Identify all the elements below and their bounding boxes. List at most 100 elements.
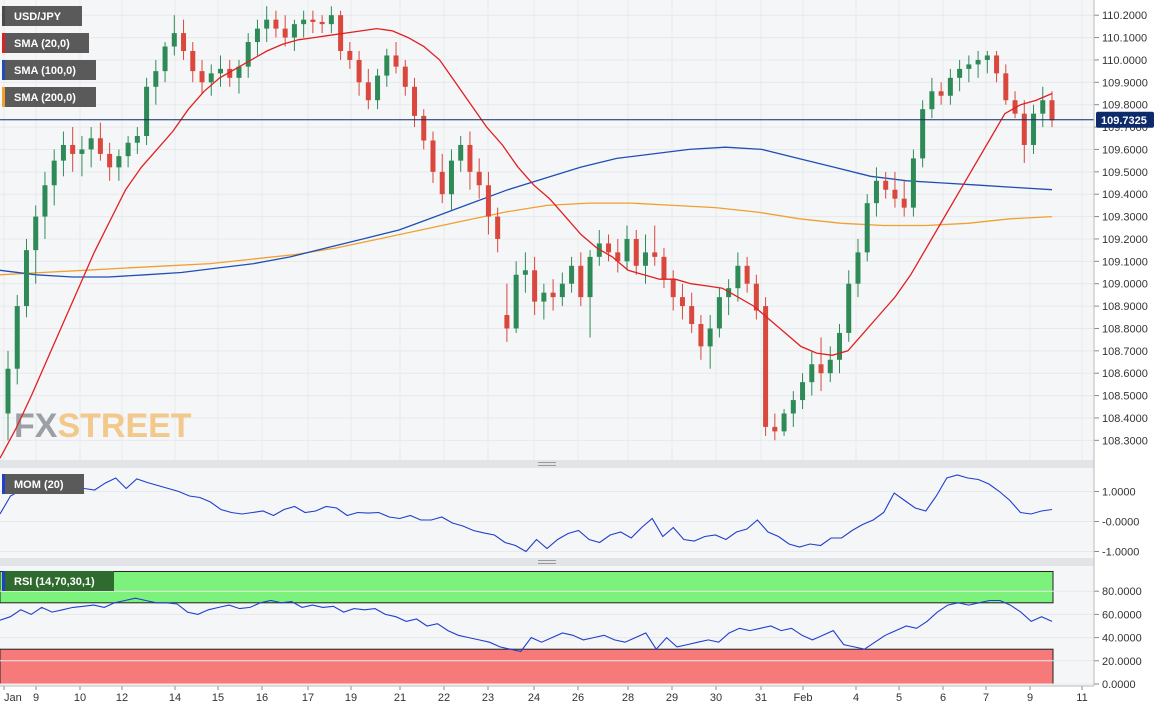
candle [569, 256, 575, 293]
candle [33, 205, 39, 284]
price-tick-label: 110.2000 [1102, 10, 1147, 22]
fxstreet-watermark: FXSTREET [14, 407, 192, 445]
candle-body [181, 33, 187, 51]
price-tick-label: 109.1000 [1102, 256, 1148, 268]
candle [328, 6, 334, 34]
candle-body [772, 426, 778, 432]
panel-resize-handle-2[interactable] [0, 558, 1094, 566]
legend-item-sma100[interactable]: SMA (100,0) [2, 60, 96, 80]
candle-body [338, 15, 344, 51]
candle-body [661, 256, 667, 280]
candle-body [485, 185, 491, 217]
date-tick-label: 31 [755, 692, 767, 704]
rsi-panel: 80.0000 60.0000 40.0000 20.0000 0.0000 RSI (… [0, 566, 1142, 691]
date-tick-label: 21 [394, 692, 406, 704]
candle-body [319, 21, 325, 25]
legend-item-sma200[interactable]: SMA (200,0) [2, 87, 96, 107]
candle [125, 136, 131, 168]
price-tick-label: 108.6000 [1102, 368, 1148, 380]
momentum-tick-label: 1.0000 [1102, 487, 1136, 499]
price-tick-label: 108.4000 [1102, 413, 1148, 425]
candle-body [855, 252, 861, 284]
candle-body [846, 283, 852, 333]
candle-body [670, 279, 676, 298]
candle [846, 270, 852, 342]
panel-resize-handle-1[interactable] [0, 460, 1094, 468]
candle-body [615, 252, 621, 262]
candle-body [827, 359, 833, 374]
candle [837, 323, 843, 374]
candle-body [310, 19, 316, 22]
candle [781, 409, 787, 436]
candle [162, 42, 168, 83]
date-tick-label: 7 [983, 692, 989, 704]
candle-body [513, 274, 519, 329]
candle [1031, 104, 1037, 154]
candle-body [994, 55, 1000, 74]
price-tick-label: 109.6000 [1102, 144, 1148, 156]
candle-body [679, 297, 685, 307]
rsi-line [0, 597, 1053, 653]
candle-body [809, 364, 815, 383]
candle [975, 50, 981, 78]
candle-body [264, 19, 270, 29]
rsi-gridlines [0, 590, 1094, 685]
candle-body [116, 156, 122, 168]
candle-body [864, 203, 870, 253]
candle [439, 153, 445, 204]
date-tick-label: 26 [572, 692, 584, 704]
candle [199, 59, 205, 94]
candle-body [1049, 100, 1055, 121]
candle [245, 33, 251, 78]
momentum-tick-label: -0.0000 [1102, 517, 1139, 529]
momentum-series [0, 474, 1053, 553]
date-tick-label: Jan [4, 692, 22, 704]
legend-item-rsi[interactable]: RSI (14,70,30,1) [2, 571, 114, 591]
candle [652, 225, 658, 266]
candle [190, 42, 196, 83]
candle-body [217, 68, 223, 74]
candle-body [642, 252, 648, 266]
candle-body [365, 82, 371, 101]
date-tick-label: 22 [438, 692, 450, 704]
candle [402, 59, 408, 96]
legend-item-usdjpy[interactable]: USD/JPY [2, 6, 82, 26]
momentum-tick-label: -1.0000 [1102, 547, 1139, 559]
legend-item-mom[interactable]: MOM (20) [2, 474, 84, 494]
candle-body [60, 144, 66, 161]
momentum-y-axis: 1.0000 -0.0000 -1.0000 [1094, 487, 1139, 559]
candle [347, 42, 353, 69]
candle-body [522, 270, 528, 275]
candle [430, 131, 436, 184]
candle-body [393, 55, 399, 67]
candle [1021, 100, 1027, 163]
candle [818, 337, 824, 392]
candle-body [837, 332, 843, 360]
candle-body [633, 238, 639, 266]
candle [744, 256, 750, 293]
candle [901, 180, 907, 217]
candle [227, 59, 233, 87]
candle-body [107, 153, 113, 168]
candle [550, 279, 556, 311]
candle-body [957, 68, 963, 78]
legend-item-sma20[interactable]: SMA (20,0) [2, 33, 89, 53]
candle-body [273, 19, 279, 29]
candle-body [652, 252, 658, 257]
candle [753, 274, 759, 320]
candle [301, 10, 307, 38]
candle-body [291, 24, 297, 38]
candle [670, 270, 676, 311]
candle-body [97, 138, 103, 154]
candle [208, 64, 214, 96]
candle [412, 77, 418, 128]
candle-body [199, 71, 205, 83]
momentum-panel: 1.0000 -0.0000 -1.0000 MOM (20) [0, 468, 1139, 559]
price-tick-label: 110.0000 [1102, 55, 1147, 67]
candle-body [171, 33, 177, 47]
candle-body [726, 288, 732, 298]
legend-label-sma20: SMA (20,0) [14, 38, 70, 50]
candle [116, 149, 122, 181]
momentum-line [0, 474, 1053, 553]
